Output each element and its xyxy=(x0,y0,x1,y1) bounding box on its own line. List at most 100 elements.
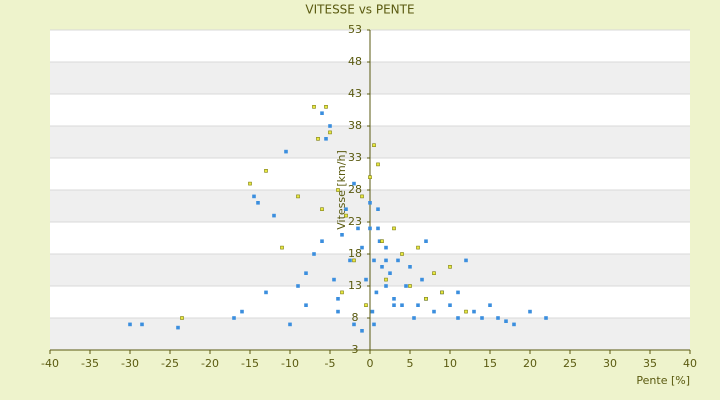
point xyxy=(356,226,360,231)
point xyxy=(340,233,344,237)
x-tick-label: 10 xyxy=(443,357,457,370)
point xyxy=(384,284,388,288)
point xyxy=(432,309,436,314)
point xyxy=(372,322,376,327)
point xyxy=(424,296,428,301)
point xyxy=(464,258,468,263)
point xyxy=(140,322,144,327)
point xyxy=(416,245,420,250)
point xyxy=(392,303,396,308)
point xyxy=(344,207,348,211)
y-tick-label: 33 xyxy=(348,151,362,164)
point xyxy=(488,303,492,308)
point xyxy=(324,105,328,109)
point xyxy=(352,322,356,327)
point xyxy=(320,239,324,243)
point xyxy=(384,258,388,263)
y-tick-label: 38 xyxy=(348,119,362,132)
point xyxy=(368,201,372,205)
point xyxy=(376,162,380,167)
point xyxy=(448,264,452,269)
x-tick-label: -35 xyxy=(81,357,99,370)
point xyxy=(396,258,400,263)
x-tick-label: -25 xyxy=(161,357,179,370)
point xyxy=(392,226,396,231)
x-tick-label: 0 xyxy=(367,357,374,370)
point xyxy=(480,316,484,320)
x-tick-label: 30 xyxy=(603,357,617,370)
point xyxy=(336,296,340,301)
point xyxy=(296,284,300,288)
point xyxy=(380,239,384,243)
point xyxy=(316,137,320,141)
point xyxy=(412,316,416,320)
point xyxy=(544,316,548,320)
point xyxy=(284,149,288,154)
x-tick-label: -40 xyxy=(41,357,59,370)
point xyxy=(372,143,376,147)
x-axis-label: Pente [%] xyxy=(636,374,690,387)
point xyxy=(400,252,404,256)
y-tick-label: 8 xyxy=(352,311,359,324)
point xyxy=(180,316,184,320)
point xyxy=(360,194,364,199)
point xyxy=(432,271,436,276)
x-tick-label: 25 xyxy=(563,357,577,370)
point xyxy=(372,258,376,263)
point xyxy=(376,207,380,211)
y-tick-label: 48 xyxy=(348,55,362,68)
point xyxy=(352,181,356,186)
point xyxy=(312,252,316,256)
point xyxy=(448,303,452,308)
x-tick-label: 5 xyxy=(407,357,414,370)
y-tick-label: 53 xyxy=(348,23,362,36)
point xyxy=(528,309,532,314)
point xyxy=(374,290,379,295)
point xyxy=(360,328,364,333)
y-tick-label: 43 xyxy=(348,87,362,100)
point xyxy=(272,213,276,218)
point xyxy=(456,290,460,295)
point xyxy=(376,226,380,231)
point xyxy=(464,309,468,314)
point xyxy=(408,284,412,288)
y-tick-label: 28 xyxy=(348,183,362,196)
point xyxy=(420,277,424,282)
point xyxy=(400,303,404,308)
point xyxy=(408,264,412,269)
point xyxy=(340,290,344,295)
point xyxy=(320,207,324,211)
point xyxy=(304,303,308,308)
point xyxy=(312,105,316,109)
point xyxy=(440,290,444,295)
point xyxy=(370,309,375,314)
point xyxy=(232,316,236,320)
point xyxy=(344,213,348,218)
x-tick-label: 40 xyxy=(683,357,697,370)
point xyxy=(280,245,284,250)
y-tick-label: 23 xyxy=(348,215,362,228)
point xyxy=(504,319,508,324)
point xyxy=(128,322,132,327)
point xyxy=(324,137,328,141)
x-tick-label: -10 xyxy=(281,357,299,370)
chart-title: VITESSE vs PENTE xyxy=(305,3,414,17)
point xyxy=(336,309,340,314)
point xyxy=(256,201,260,205)
x-tick-label: 15 xyxy=(483,357,497,370)
point xyxy=(304,271,308,276)
point xyxy=(328,130,332,135)
x-tick-label: 35 xyxy=(643,357,657,370)
point xyxy=(328,124,332,128)
point xyxy=(264,290,268,295)
y-tick-label: 3 xyxy=(352,343,359,356)
x-tick-label: -30 xyxy=(121,357,139,370)
point xyxy=(456,316,460,320)
point xyxy=(352,258,356,263)
point xyxy=(384,245,388,250)
point xyxy=(368,226,372,231)
point xyxy=(360,245,364,250)
x-tick-label: -15 xyxy=(241,357,259,370)
point xyxy=(320,111,324,115)
